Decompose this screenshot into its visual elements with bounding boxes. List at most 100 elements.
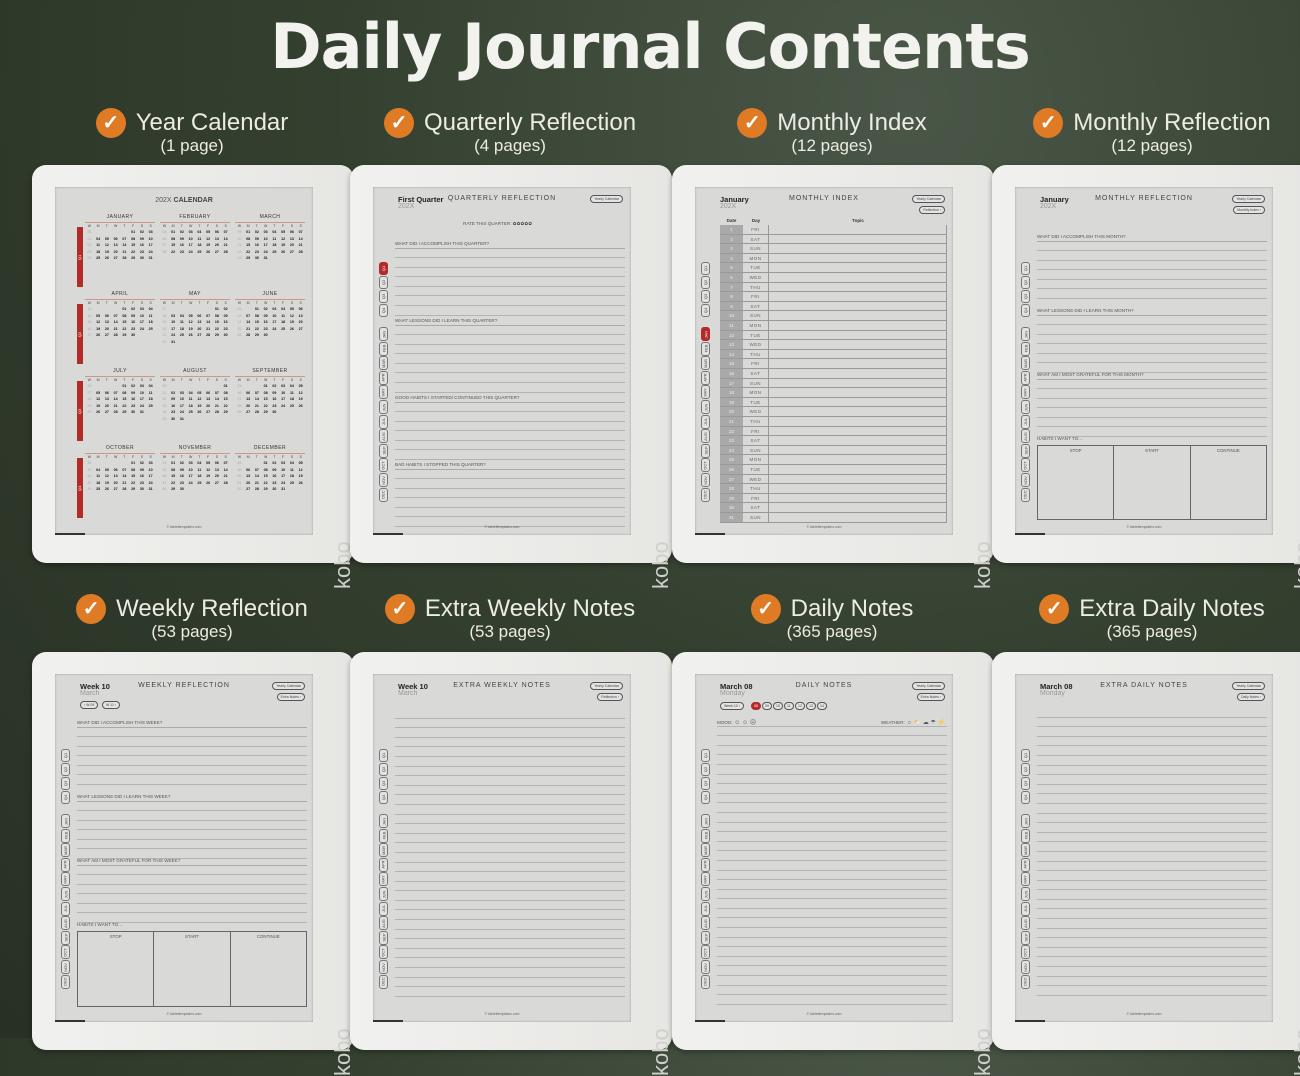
day-cell[interactable]: 18 xyxy=(148,397,153,402)
day-cell[interactable]: 17 xyxy=(148,474,153,479)
day-cell[interactable]: 28 xyxy=(298,249,303,254)
writing-line[interactable] xyxy=(1037,344,1267,354)
writing-line[interactable] xyxy=(395,747,625,757)
writing-line[interactable] xyxy=(1037,354,1267,364)
day-cell[interactable]: 30 xyxy=(131,333,136,338)
tab-may[interactable]: MAY xyxy=(61,872,70,887)
day-cell[interactable]: 05 xyxy=(281,230,286,234)
star-icon[interactable]: ✿ xyxy=(516,221,521,226)
day-cell[interactable]: 24 xyxy=(263,249,268,254)
writing-line[interactable] xyxy=(77,913,307,924)
day-cell[interactable]: 09 xyxy=(223,313,228,318)
writing-line[interactable] xyxy=(1037,399,1267,409)
day-cell[interactable]: 07 xyxy=(254,390,259,395)
day-cell[interactable]: 15 xyxy=(214,320,219,325)
tab-aug[interactable]: AUG xyxy=(379,916,388,931)
day-cell[interactable]: 19 xyxy=(104,480,109,485)
topic-cell[interactable] xyxy=(769,359,947,368)
day-cell[interactable]: 29 xyxy=(214,333,219,338)
day-cell[interactable]: 09 xyxy=(131,390,136,395)
tab-jun[interactable]: JUN xyxy=(701,887,710,901)
day-cell[interactable] xyxy=(94,383,103,390)
tab-mar[interactable]: MAR xyxy=(379,356,388,371)
day-cell[interactable]: 28 xyxy=(113,410,118,415)
day-cell[interactable]: 01 xyxy=(263,384,268,388)
index-row[interactable]: 26 TUE xyxy=(720,465,947,475)
writing-line[interactable] xyxy=(395,258,625,268)
day-cell[interactable]: 16 xyxy=(272,474,277,479)
day-cell[interactable]: 15 xyxy=(171,474,176,479)
day-cell[interactable]: 23 xyxy=(254,249,259,254)
day-cell[interactable]: 29 xyxy=(131,256,136,261)
topic-cell[interactable] xyxy=(769,369,947,378)
day-cell[interactable]: 20 xyxy=(104,326,109,331)
day-cell[interactable] xyxy=(204,416,213,423)
tab-mar[interactable]: MAR xyxy=(61,843,70,858)
day-cell[interactable]: 19 xyxy=(206,243,211,248)
day-cell[interactable]: 11 xyxy=(148,390,153,395)
day-cell[interactable] xyxy=(279,332,288,339)
day-cell[interactable]: 06 xyxy=(298,307,303,311)
star-icon[interactable]: ✿ xyxy=(520,221,525,226)
day-cell[interactable]: 28 xyxy=(214,410,219,415)
nav-button[interactable]: Extra Notes › xyxy=(916,693,945,701)
writing-line[interactable] xyxy=(77,747,307,757)
day-cell[interactable] xyxy=(213,339,222,346)
day-cell[interactable]: 14 xyxy=(113,320,118,325)
day-cell[interactable] xyxy=(221,486,230,493)
day-cell[interactable]: 03 xyxy=(188,230,193,234)
day-cell[interactable] xyxy=(288,255,297,262)
writing-line[interactable] xyxy=(717,957,947,967)
day-cell[interactable]: 02 xyxy=(254,230,259,234)
day-cell[interactable]: 25 xyxy=(289,480,294,485)
day-cell[interactable]: 27 xyxy=(214,480,219,485)
day-cell[interactable]: 21 xyxy=(122,480,127,485)
tab-q1[interactable]: Q1 xyxy=(701,262,710,275)
index-row[interactable]: 15 FRI xyxy=(720,359,947,369)
tab-mar[interactable]: MAR xyxy=(379,843,388,858)
day-cell[interactable]: 27 xyxy=(197,333,202,338)
day-cell[interactable]: 26 xyxy=(289,326,294,331)
writing-line[interactable] xyxy=(395,508,625,518)
tab-q1[interactable]: Q1 xyxy=(379,749,388,762)
writing-line[interactable] xyxy=(77,811,307,821)
day-cell[interactable]: 24 xyxy=(188,249,193,254)
day-cell[interactable]: 17 xyxy=(188,243,193,248)
day-cell[interactable] xyxy=(111,460,120,467)
day-cell[interactable] xyxy=(195,339,204,346)
writing-line[interactable] xyxy=(395,373,625,384)
day-cell[interactable]: 01 xyxy=(223,384,228,388)
day-cell[interactable]: 08 xyxy=(171,467,176,472)
tab-jan[interactable]: JAN xyxy=(701,327,710,341)
tab-jul[interactable]: JUL xyxy=(1021,901,1030,916)
tab-nov[interactable]: NOV xyxy=(61,960,70,974)
tab-dec[interactable]: DEC xyxy=(1021,974,1030,989)
day-cell[interactable]: 07 xyxy=(122,236,127,241)
tab-nov[interactable]: NOV xyxy=(701,960,710,974)
day-cell[interactable]: 20 xyxy=(214,243,219,248)
day-cell[interactable]: 19 xyxy=(188,326,193,331)
day-cell[interactable]: 19 xyxy=(281,243,286,248)
tab-feb[interactable]: FEB xyxy=(701,828,710,843)
day-button[interactable]: 08 xyxy=(751,702,761,710)
day-cell[interactable]: 22 xyxy=(214,326,219,331)
writing-line[interactable] xyxy=(77,802,307,812)
writing-line[interactable] xyxy=(1037,967,1267,977)
day-cell[interactable] xyxy=(244,306,253,313)
day-cell[interactable]: 28 xyxy=(122,487,127,492)
topic-cell[interactable] xyxy=(769,311,947,320)
day-cell[interactable]: 01 xyxy=(246,230,251,234)
day-cell[interactable]: 01 xyxy=(131,461,136,465)
day-cell[interactable]: 14 xyxy=(206,320,211,325)
tab-apr[interactable]: APR xyxy=(379,370,388,385)
writing-line[interactable] xyxy=(717,832,947,842)
day-cell[interactable]: 31 xyxy=(171,339,176,344)
day-cell[interactable]: 21 xyxy=(246,326,251,331)
day-cell[interactable] xyxy=(186,416,195,423)
day-cell[interactable]: 06 xyxy=(113,236,118,241)
writing-line[interactable] xyxy=(77,875,307,885)
index-row[interactable]: 1 FRI xyxy=(720,225,947,235)
day-cell[interactable]: 18 xyxy=(148,320,153,325)
tab-dec[interactable]: DEC xyxy=(1021,487,1030,502)
writing-line[interactable] xyxy=(1037,833,1267,843)
